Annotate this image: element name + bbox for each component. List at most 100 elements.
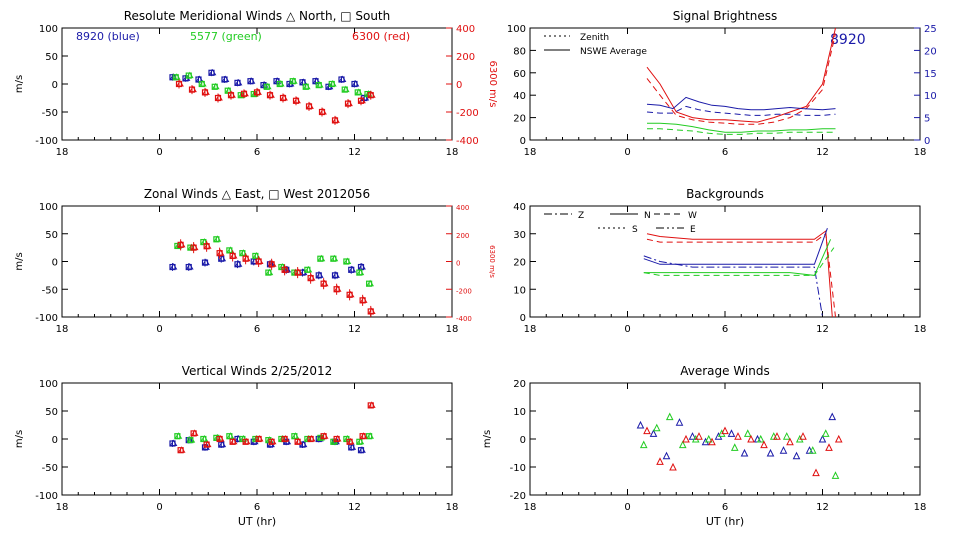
chart-average-point	[834, 434, 843, 443]
chart-backgrounds-series-red-line	[646, 230, 833, 318]
chart-zonal-title: Zonal Winds △ East, □ West 2012056	[144, 187, 370, 201]
chart-zonal-point-triangle	[366, 279, 375, 287]
chart-meridional-point-triangle	[276, 80, 285, 87]
chart-zonal-y2-tick-label: -200	[456, 287, 472, 295]
chart-meridional-point-triangle	[185, 71, 194, 79]
chart-brightness-y2-tick-label: 10	[924, 91, 937, 102]
chart-meridional-point-triangle	[263, 82, 272, 90]
chart-backgrounds-y-tick-label: 40	[513, 202, 526, 213]
chart-meridional-y2-tick-label: -400	[456, 136, 479, 147]
chart-vertical-point-triangle	[291, 432, 300, 439]
chart-average-point	[831, 471, 840, 479]
chart-meridional-point-triangle	[189, 85, 197, 93]
chart-vertical-x-tick-label: 0	[156, 502, 162, 513]
chart-vertical-y-tick-label: -100	[35, 491, 58, 502]
chart-meridional-x-tick-label: 18	[56, 147, 69, 158]
chart-zonal-point-triangle	[346, 290, 355, 298]
chart-vertical-y-tick-label: 100	[39, 379, 58, 390]
chart-brightness-y2-tick-label: 25	[924, 24, 937, 35]
chart-meridional-point-triangle	[250, 90, 259, 97]
chart-brightness-annotation: 8920	[830, 32, 866, 48]
chart-brightness-y2-tick-label: 5	[924, 114, 930, 125]
chart-zonal-point-triangle	[226, 246, 235, 253]
chart-zonal-point-triangle	[229, 251, 238, 259]
chart-brightness-series-blue-line	[646, 105, 836, 116]
chart-vertical-title: Vertical Winds 2/25/2012	[182, 364, 333, 378]
chart-meridional-title: Resolute Meridional Winds △ North, □ Sou…	[124, 9, 391, 23]
chart-backgrounds-x-tick-label: 18	[914, 324, 927, 335]
chart-zonal-x-tick-label: 0	[156, 324, 162, 335]
chart-vertical-point-triangle	[348, 443, 357, 450]
chart-brightness-y2-tick-label: 0	[924, 136, 930, 147]
chart-vertical-point-triangle	[203, 440, 212, 448]
chart-zonal-point-triangle	[234, 260, 243, 267]
chart-vertical-x-label: UT (hr)	[238, 515, 276, 528]
chart-zonal-point-triangle	[307, 274, 316, 281]
chart-brightness-y-tick-label: 80	[513, 46, 526, 57]
chart-meridional-point-triangle	[208, 68, 217, 76]
chart-zonal-point-triangle	[239, 249, 248, 256]
chart-zonal-point-triangle	[281, 265, 290, 273]
chart-backgrounds-legend-entry: N	[644, 211, 651, 221]
chart-meridional-y2-tick-label: -200	[456, 108, 479, 119]
chart-vertical-point-triangle	[174, 432, 183, 439]
chart-average-x-tick-label: 18	[914, 502, 927, 513]
chart-zonal-point-triangle	[348, 265, 357, 273]
chart-vertical-point-triangle	[268, 437, 277, 445]
chart-average-y-label: m/s	[482, 430, 493, 448]
chart-zonal-point-triangle	[333, 285, 342, 292]
chart-meridional-point-triangle	[241, 89, 249, 97]
chart-vertical-y-tick-label: 50	[45, 407, 58, 418]
chart-average-x-tick-label: 18	[524, 502, 537, 513]
chart-average-point	[721, 426, 729, 435]
chart-meridional-point-triangle	[221, 75, 230, 83]
chart-vertical-point-triangle	[169, 439, 178, 446]
chart-vertical-point-triangle	[358, 446, 366, 453]
chart-average-point	[730, 443, 739, 451]
chart-brightness-y-tick-label: 60	[513, 69, 526, 80]
chart-backgrounds-y-tick-label: 20	[513, 258, 526, 269]
chart-meridional-y-tick-label: 0	[52, 80, 58, 91]
chart-meridional-point-triangle	[302, 82, 311, 90]
chart-meridional-point-triangle	[211, 82, 220, 90]
chart-zonal-point-triangle	[268, 260, 277, 267]
chart-zonal-point-triangle	[252, 251, 261, 259]
chart-zonal-point-triangle	[169, 263, 178, 270]
chart-meridional-y-label: m/s	[14, 75, 25, 93]
chart-meridional-point-triangle	[315, 81, 324, 88]
chart-zonal-x-tick-label: 6	[254, 324, 260, 335]
chart-vertical-point-triangle	[281, 435, 290, 442]
chart-brightness-x-tick-label: 0	[624, 147, 630, 158]
chart-vertical-frame	[61, 382, 453, 496]
chart-vertical-point-triangle	[190, 429, 199, 436]
chart-zonal-x-tick-label: 12	[348, 324, 361, 335]
chart-average-point	[825, 443, 833, 451]
chart-zonal-y2-tick-label: 200	[456, 232, 469, 240]
chart-average-point	[821, 429, 830, 437]
chart-brightness-legend-entry: Zenith	[580, 33, 609, 43]
chart-zonal-point-triangle	[359, 296, 368, 303]
chart-zonal-x-tick-label: 18	[446, 324, 459, 335]
chart-average-point	[799, 432, 807, 440]
chart-zonal-point-triangle	[177, 240, 186, 248]
chart-zonal-y2-label: 6300 m/s	[488, 245, 496, 278]
chart-average-y-tick-label: -20	[510, 491, 526, 502]
chart-vertical-point-triangle	[229, 437, 238, 445]
chart-vertical-point-triangle	[346, 437, 355, 445]
chart-average-point	[782, 432, 791, 440]
chart-average-point	[747, 434, 755, 443]
chart-meridional-point-triangle	[338, 75, 347, 83]
chart-average-point	[704, 434, 713, 443]
chart-meridional-point-triangle	[228, 91, 236, 98]
chart-backgrounds-legend-entry: S	[632, 225, 638, 235]
chart-meridional-x-tick-label: 12	[348, 147, 361, 158]
chart-meridional-point-triangle	[354, 88, 363, 95]
chart-average-point	[786, 437, 794, 446]
chart-brightness-series-green-line	[647, 128, 836, 135]
chart-zonal-point-triangle	[356, 268, 365, 276]
chart-backgrounds-y-tick-label: 10	[513, 285, 526, 296]
chart-backgrounds-x-tick-label: 0	[624, 324, 630, 335]
chart-vertical-y-label: m/s	[14, 430, 25, 448]
chart-meridional-point-triangle	[176, 80, 184, 87]
chart-zonal-y-tick-label: 0	[52, 258, 58, 269]
